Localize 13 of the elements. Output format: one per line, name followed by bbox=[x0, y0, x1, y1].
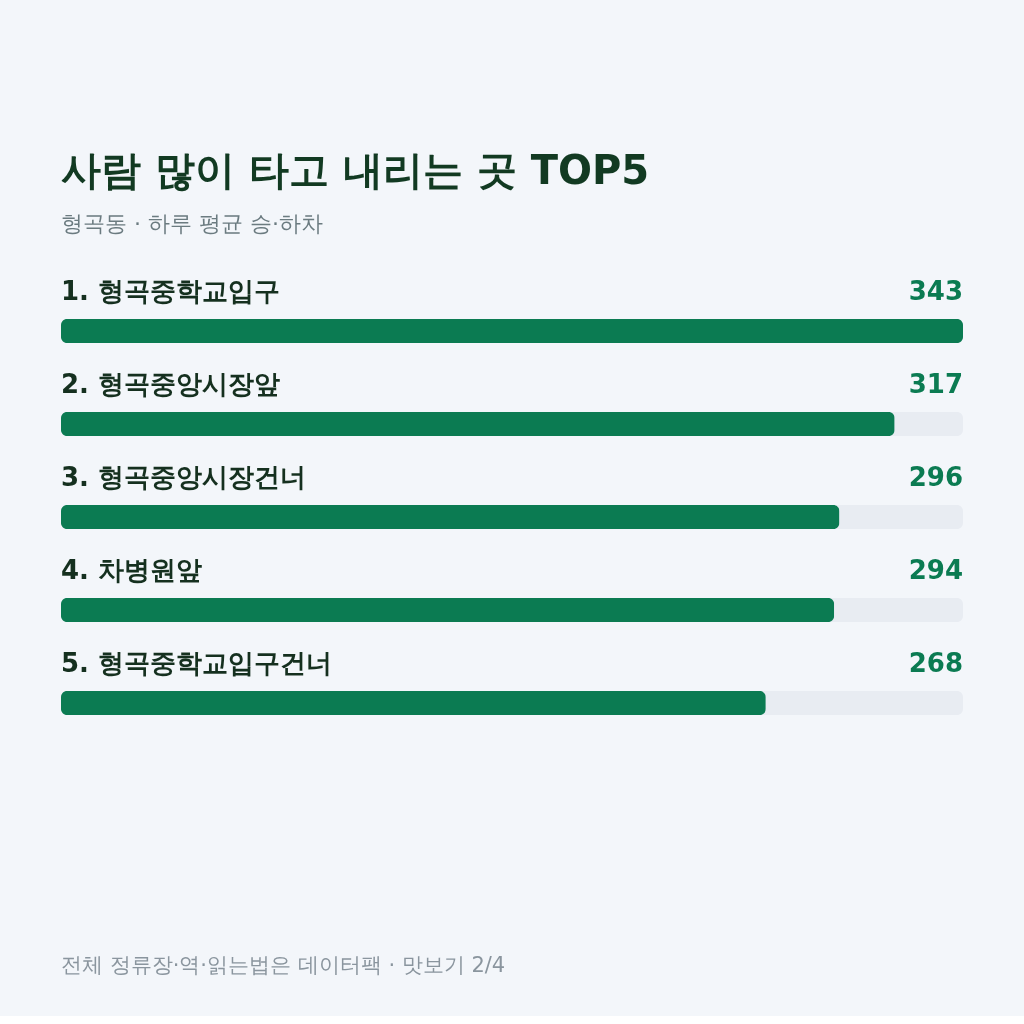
y-tick-label: 1. 형곡중학교입구 bbox=[61, 276, 281, 306]
y-tick-label: 2. 형곡중앙시장앞 bbox=[61, 369, 281, 399]
data-label: 296 bbox=[908, 462, 963, 492]
text: 전체 정류장·역·읽는법은 데이터팩 · 맛보기 2/4 bbox=[61, 953, 506, 977]
y-tick-label: 3. 형곡중앙시장건너 bbox=[61, 462, 307, 492]
chart-title: 사람 많이 타고 내리는 곳 TOP5 bbox=[61, 147, 650, 193]
y-tick-label: 4. 차병원앞 bbox=[61, 555, 203, 585]
y-tick-label: 5. 형곡중학교입구건너 bbox=[61, 648, 333, 678]
data-label: 294 bbox=[908, 555, 963, 585]
chart-subtitle: 형곡동 · 하루 평균 승·하차 bbox=[61, 211, 323, 236]
data-label: 317 bbox=[908, 369, 963, 399]
data-label: 343 bbox=[908, 276, 963, 306]
data-label: 268 bbox=[908, 648, 963, 678]
